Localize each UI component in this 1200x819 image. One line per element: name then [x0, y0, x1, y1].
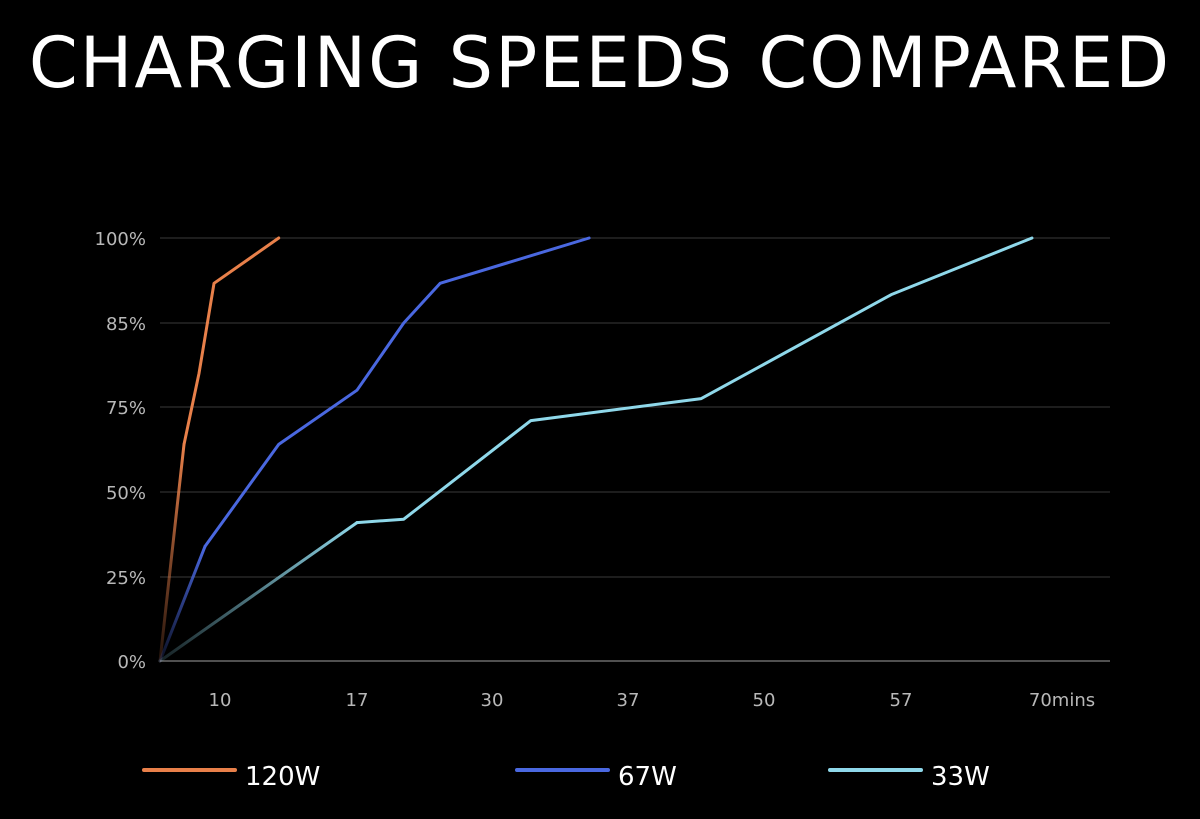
legend-label: 33W — [931, 762, 990, 792]
x-tick-label: 57 — [890, 690, 913, 711]
legend-item-120W: 120W — [142, 757, 320, 797]
x-tick-label: 17 — [346, 690, 369, 711]
series-33W-start-segment — [158, 521, 359, 663]
x-tick-label: 30 — [481, 690, 504, 711]
x-tick-label: 10 — [209, 690, 232, 711]
y-tick-label: 0% — [117, 652, 146, 673]
series-line-67W — [203, 236, 591, 548]
grid-lines — [160, 237, 1110, 662]
legend-item-33W: 33W — [828, 757, 990, 797]
y-tick-label: 85% — [106, 314, 146, 335]
x-tick-label: 37 — [617, 690, 640, 711]
y-tick-label: 100% — [95, 229, 146, 250]
legend-item-67W: 67W — [515, 757, 677, 797]
y-tick-label: 50% — [106, 483, 146, 504]
series-lines — [158, 236, 1034, 663]
series-120W-start-segment — [158, 442, 186, 663]
series-67W-start-segment — [158, 544, 207, 663]
y-tick-label: 25% — [106, 568, 146, 589]
x-tick-label: 70mins — [1029, 690, 1095, 711]
series-line-120W — [182, 236, 281, 446]
legend-label: 67W — [618, 762, 677, 792]
legend-swatch — [515, 768, 610, 772]
legend-label: 120W — [245, 762, 321, 792]
x-axis-ticks: 10 17 30 37 50 57 70mins — [209, 690, 1096, 711]
y-axis-ticks: 0% 25% 50% 75% 85% 100% — [95, 229, 146, 673]
legend-swatch — [142, 768, 237, 772]
x-tick-label: 50 — [753, 690, 776, 711]
chart-title: CHARGING SPEEDS COMPARED — [28, 22, 1172, 104]
series-line-33W — [355, 236, 1034, 525]
y-tick-label: 75% — [106, 398, 146, 419]
legend-swatch — [828, 768, 923, 772]
